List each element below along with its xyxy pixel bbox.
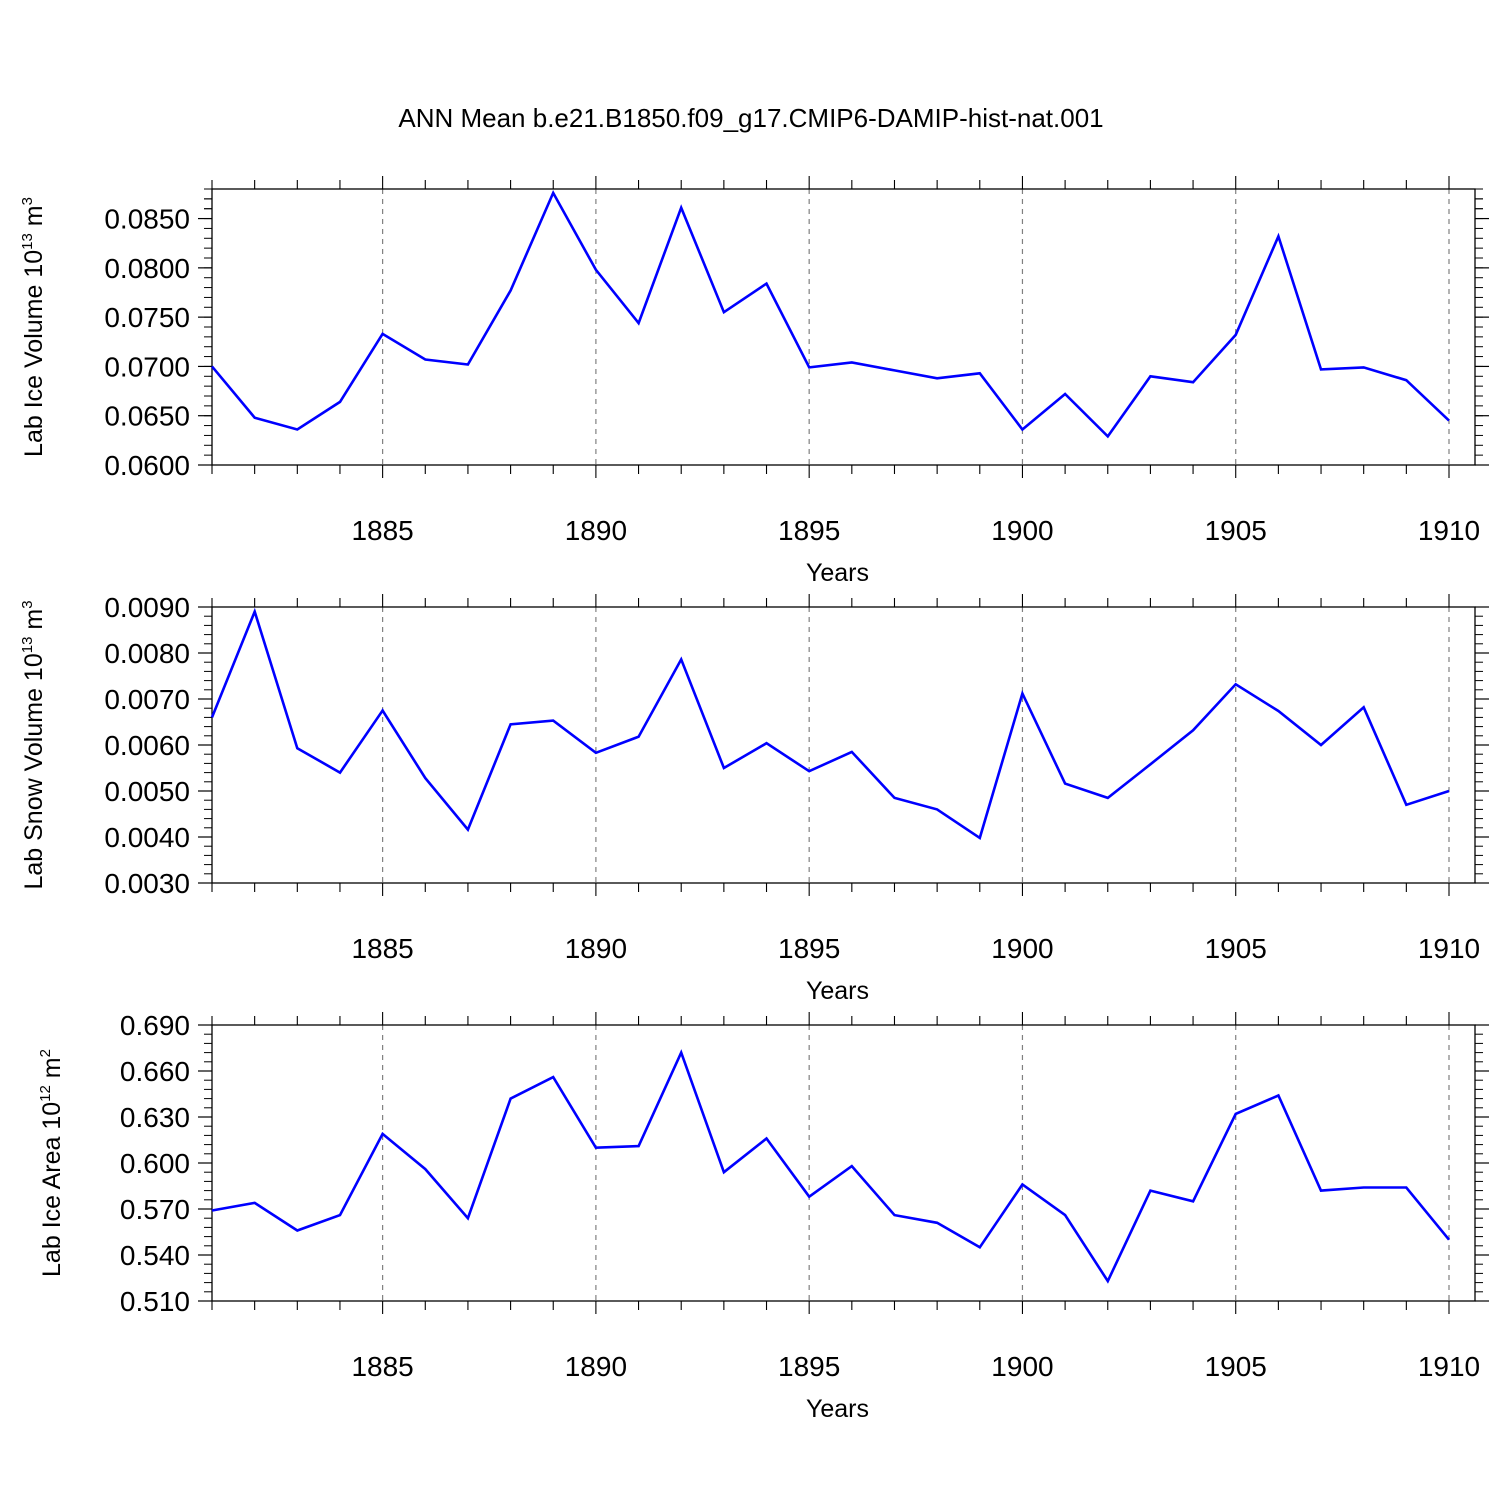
x-tick-label: 1895 [778,933,840,964]
x-tick-label: 1910 [1418,515,1480,546]
y-tick-label: 0.0600 [104,450,190,481]
x-tick-label: 1900 [991,515,1053,546]
x-tick-label: 1885 [351,933,413,964]
x-axis-label: Years [806,977,869,1005]
series-line [211,189,1450,439]
y-axis-label: Lab Ice Volume 1013 m3 [19,197,48,457]
x-tick-label: 1910 [1418,1351,1480,1382]
x-tick-label: 1905 [1205,1351,1267,1382]
y-tick-label: 0.0090 [104,592,190,623]
x-tick-label: 1895 [778,1351,840,1382]
chart-title: ANN Mean b.e21.B1850.f09_g17.CMIP6-DAMIP… [398,103,1103,133]
y-tick-label: 0.0800 [104,253,190,284]
plot-frame [211,606,1476,884]
y-axis-label: Lab Ice Area 1012 m2 [37,1049,66,1277]
x-tick-label: 1910 [1418,933,1480,964]
x-tick-label: 1905 [1205,515,1267,546]
panel-3: 0.510 0.540 0.570 0.600 0.630 0.660 0.690 1885 1… [37,1010,1489,1423]
y-tick-label: 0.0080 [104,638,190,669]
y-tick-label: 0.0750 [104,302,190,333]
y-tick-label: 0.0700 [104,351,190,382]
x-axis-label: Years [806,1395,869,1423]
x-tick-label: 1890 [565,933,627,964]
x-tick-label: 1905 [1205,933,1267,964]
x-tick-label: 1885 [351,515,413,546]
panel-1: 0.0600 0.0650 0.0700 0.0750 0.0800 0.0850 1885… [19,176,1489,587]
y-tick-label: 0.0070 [104,684,190,715]
y-tick-label: 0.690 [120,1010,190,1041]
y-tick-label: 0.0050 [104,776,190,807]
y-tick-label: 0.570 [120,1194,190,1225]
y-tick-label: 0.660 [120,1056,190,1087]
x-tick-label: 1900 [991,933,1053,964]
y-tick-label: 0.540 [120,1240,190,1271]
plot-frame [211,188,1476,466]
panel-2: 0.0030 0.0040 0.0050 0.0060 0.0070 0.0080 0.00… [19,592,1489,1005]
y-tick-label: 0.0030 [104,868,190,899]
x-tick-label: 1895 [778,515,840,546]
x-tick-label: 1900 [991,1351,1053,1382]
y-tick-label: 0.0040 [104,822,190,853]
y-tick-label: 0.600 [120,1148,190,1179]
y-tick-label: 0.510 [120,1286,190,1317]
plot-frame [211,1024,1476,1302]
series-line [210,607,1450,840]
x-tick-label: 1885 [351,1351,413,1382]
y-axis-label: Lab Snow Volume 1013 m3 [19,600,48,889]
x-axis-label: Years [806,559,869,587]
y-tick-label: 0.0850 [104,204,190,235]
x-tick-label: 1890 [565,1351,627,1382]
y-tick-label: 0.0650 [104,401,190,432]
x-tick-label: 1890 [565,515,627,546]
y-tick-label: 0.630 [120,1102,190,1133]
series-line [211,1049,1451,1284]
y-tick-label: 0.0060 [104,730,190,761]
